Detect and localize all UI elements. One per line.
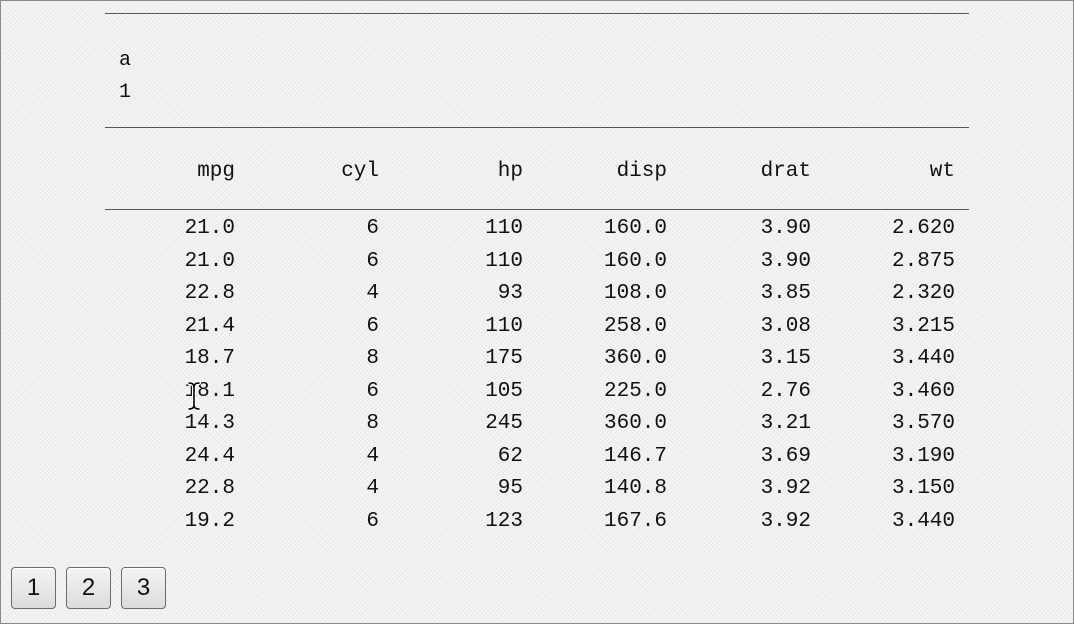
- cell-disp: 167.6: [603, 509, 667, 533]
- cell-hp: 123: [485, 509, 523, 533]
- table-row: 24.4 4 62 146.7 3.69 3.190: [105, 441, 969, 474]
- cell-drat: 3.15: [760, 347, 811, 370]
- cell-wt: 3.150: [891, 477, 955, 500]
- table-body: 21.0 6 110 160.0 3.90 2.620 21.0 6 110 1…: [105, 213, 969, 538]
- cell-mpg: 24.4: [184, 444, 235, 468]
- cell-mpg: 18.1: [184, 379, 235, 403]
- cell-disp: 140.8: [603, 477, 667, 500]
- cell-drat: 3.69: [760, 444, 811, 468]
- cell-drat: 3.92: [760, 477, 811, 500]
- cell-disp: 146.7: [603, 444, 667, 468]
- cell-mpg: 21.4: [184, 314, 235, 338]
- cell-wt: 3.570: [891, 412, 955, 435]
- page-2-button[interactable]: 2: [66, 567, 111, 609]
- header-rule: [105, 209, 969, 210]
- cell-disp: 360.0: [603, 347, 667, 370]
- cell-wt: 3.460: [891, 379, 955, 403]
- cell-drat: 3.08: [760, 314, 811, 338]
- cell-hp: 110: [485, 217, 523, 240]
- table-row: 22.8 4 93 108.0 3.85 2.320: [105, 278, 969, 311]
- cell-cyl: 6: [366, 314, 379, 338]
- cell-drat: 3.21: [760, 412, 811, 435]
- cell-disp: 258.0: [603, 314, 667, 338]
- cell-cyl: 6: [366, 217, 379, 240]
- cell-hp: 105: [485, 379, 523, 403]
- top-rule: [105, 13, 969, 14]
- cell-mpg: 22.8: [184, 477, 235, 500]
- cell-hp: 110: [485, 249, 523, 273]
- column-header-wt: wt: [929, 160, 955, 183]
- cell-wt: 2.620: [891, 217, 955, 240]
- cell-hp: 175: [485, 347, 523, 370]
- page-1-button[interactable]: 1: [11, 567, 56, 609]
- header-line-a: a: [119, 49, 132, 72]
- column-header-hp: hp: [497, 160, 523, 183]
- table-row: 18.7 8 175 360.0 3.15 3.440: [105, 343, 969, 376]
- cell-hp: 95: [497, 477, 523, 500]
- table-row: 21.4 6 110 258.0 3.08 3.215: [105, 311, 969, 344]
- table-row: 21.0 6 110 160.0 3.90 2.620: [105, 213, 969, 246]
- page-3-button[interactable]: 3: [121, 567, 166, 609]
- cell-disp: 160.0: [603, 217, 667, 240]
- column-header-drat: drat: [760, 160, 811, 183]
- cell-mpg: 21.0: [184, 217, 235, 240]
- cell-wt: 2.875: [891, 249, 955, 273]
- cell-mpg: 18.7: [184, 347, 235, 370]
- column-headers: mpg cyl hp disp drat wt: [105, 156, 969, 188]
- cell-cyl: 4: [366, 444, 379, 468]
- cell-cyl: 6: [366, 249, 379, 273]
- cell-hp: 245: [485, 412, 523, 435]
- cell-disp: 225.0: [603, 379, 667, 403]
- cell-cyl: 8: [366, 347, 379, 370]
- table-header-block: a 1: [119, 45, 131, 109]
- table-row: 22.8 4 95 140.8 3.92 3.150: [105, 473, 969, 506]
- cell-cyl: 6: [366, 509, 379, 533]
- cell-disp: 160.0: [603, 249, 667, 273]
- column-header-mpg: mpg: [197, 160, 235, 183]
- cell-cyl: 8: [366, 412, 379, 435]
- table-row: 18.1 6 105 225.0 2.76 3.460: [105, 376, 969, 409]
- cell-disp: 108.0: [603, 282, 667, 305]
- table-row: 14.3 8 245 360.0 3.21 3.570: [105, 408, 969, 441]
- cell-mpg: 21.0: [184, 249, 235, 273]
- cell-wt: 3.190: [891, 444, 955, 468]
- middle-rule: [105, 127, 969, 128]
- table-row: 21.0 6 110 160.0 3.90 2.875: [105, 246, 969, 279]
- cell-drat: 3.92: [760, 509, 811, 533]
- cell-drat: 3.90: [760, 217, 811, 240]
- cell-hp: 110: [485, 314, 523, 338]
- cell-cyl: 4: [366, 282, 379, 305]
- cell-disp: 360.0: [603, 412, 667, 435]
- cell-mpg: 14.3: [184, 412, 235, 435]
- header-line-1: 1: [119, 81, 132, 104]
- cell-wt: 3.440: [891, 347, 955, 370]
- cell-drat: 2.76: [760, 379, 811, 403]
- cell-mpg: 19.2: [184, 509, 235, 533]
- cell-wt: 3.440: [891, 509, 955, 533]
- cell-hp: 62: [497, 444, 523, 468]
- column-header-disp: disp: [616, 160, 667, 183]
- cell-cyl: 4: [366, 477, 379, 500]
- column-header-cyl: cyl: [341, 160, 379, 183]
- cell-drat: 3.90: [760, 249, 811, 273]
- table-row: 19.2 6 123 167.6 3.92 3.440: [105, 506, 969, 539]
- cell-mpg: 22.8: [184, 282, 235, 305]
- cell-wt: 2.320: [891, 282, 955, 305]
- cell-cyl: 6: [366, 379, 379, 403]
- cell-drat: 3.85: [760, 282, 811, 305]
- cell-wt: 3.215: [891, 314, 955, 338]
- cell-hp: 93: [497, 282, 523, 305]
- pagination: 1 2 3: [11, 567, 166, 609]
